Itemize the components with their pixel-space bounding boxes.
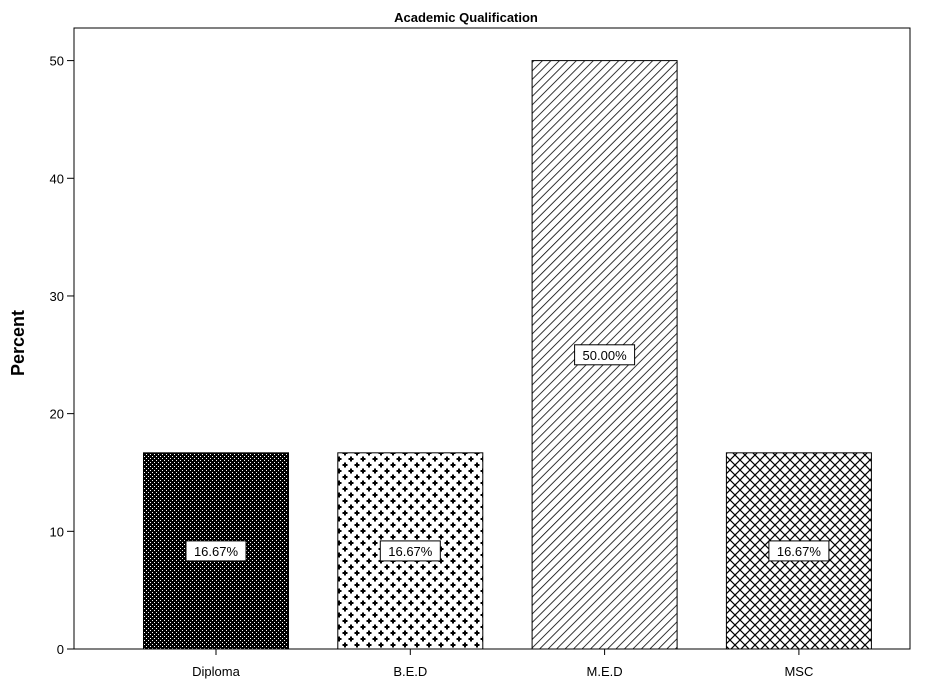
chart-title: Academic Qualification <box>394 10 538 25</box>
y-tick-label: 0 <box>57 642 64 657</box>
x-category-label: M.E.D <box>587 664 623 679</box>
data-label: 50.00% <box>583 348 628 363</box>
y-tick-label: 10 <box>50 524 64 539</box>
data-label-box <box>185 540 247 562</box>
data-label: 16.67% <box>388 544 433 559</box>
data-label-box <box>768 540 830 562</box>
y-axis-label: Percent <box>8 310 28 376</box>
data-label-box <box>379 540 441 562</box>
x-category-label: Diploma <box>192 664 240 679</box>
y-tick-label: 20 <box>50 407 64 422</box>
x-category-label: MSC <box>784 664 813 679</box>
data-label: 16.67% <box>777 544 822 559</box>
data-label-box <box>574 344 636 366</box>
plot-frame <box>73 27 911 650</box>
y-tick-label: 30 <box>50 289 64 304</box>
bars: 16.67% 16.67% 50.00% 16.67% <box>143 60 872 650</box>
y-axis: 0 10 20 30 40 50 <box>50 54 74 657</box>
x-axis: Diploma B.E.D M.E.D MSC <box>192 649 813 679</box>
data-label: 16.67% <box>194 544 239 559</box>
y-tick-label: 40 <box>50 171 64 186</box>
x-category-label: B.E.D <box>393 664 427 679</box>
y-tick-label: 50 <box>50 54 64 69</box>
